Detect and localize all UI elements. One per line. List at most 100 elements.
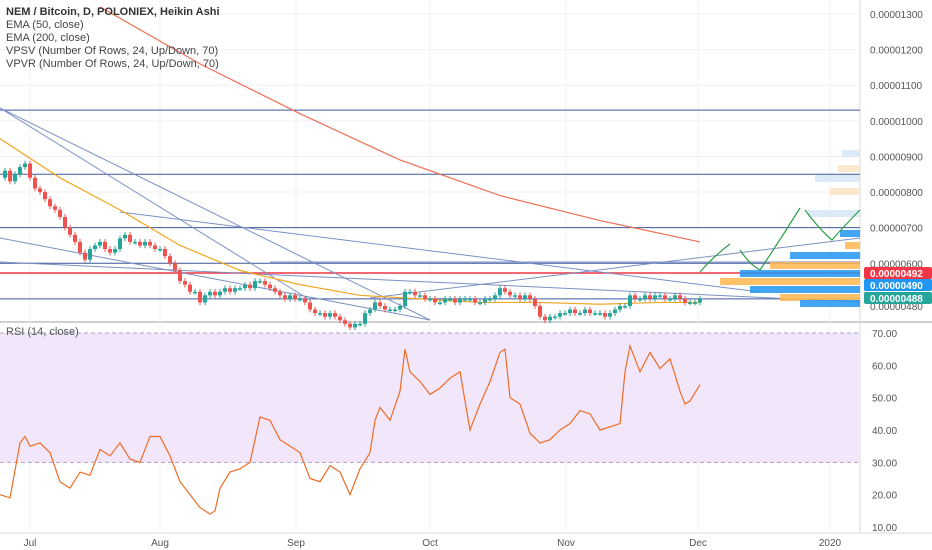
candle-body: [208, 291, 212, 296]
candle-body: [213, 291, 217, 296]
candle-body: [633, 295, 637, 299]
price-tick-label: 0.00000600: [870, 259, 923, 270]
candle-body: [43, 192, 47, 200]
candle-body: [143, 241, 147, 246]
time-tick-label: Nov: [557, 538, 575, 549]
rsi-tick-label: 70.00: [872, 329, 897, 340]
candle-body: [433, 298, 437, 303]
candle-body: [138, 241, 142, 246]
candle-body: [368, 309, 372, 314]
candle-body: [473, 298, 477, 303]
candle-body: [308, 302, 312, 310]
candle-body: [508, 291, 512, 296]
trend-lines: [0, 107, 861, 321]
candle-body: [63, 216, 67, 228]
candle-body: [48, 199, 52, 207]
arrow-swing: [739, 207, 801, 271]
candle-body: [688, 302, 692, 304]
candle-body: [653, 295, 657, 299]
candle-body: [103, 241, 107, 250]
candle-body: [23, 163, 27, 168]
trend-line: [119, 211, 761, 293]
candle-body: [658, 295, 662, 297]
candle-body: [388, 309, 392, 312]
price-tag-label: 0.00000490: [870, 281, 923, 292]
candle-body: [613, 309, 617, 314]
volume-bar: [838, 165, 860, 172]
candle-body: [383, 306, 387, 310]
candle-body: [193, 291, 197, 294]
volume-bar: [740, 270, 860, 277]
candle-body: [513, 295, 517, 297]
candle-body: [668, 298, 672, 301]
rsi-series: [0, 343, 701, 515]
candle-body: [423, 295, 427, 299]
candle-body: [283, 295, 287, 299]
candle-body: [198, 291, 202, 303]
time-tick-label: 2020: [819, 538, 842, 549]
candle-body: [503, 288, 507, 292]
volume-bar: [808, 210, 860, 217]
candle-body: [403, 291, 407, 306]
indicator-vpsv: VPSV (Number Of Rows, 24, Up/Down, 70): [6, 45, 219, 57]
candle-body: [153, 245, 157, 250]
candle-body: [493, 295, 497, 299]
candle-body: [68, 227, 72, 235]
candle-body: [373, 302, 377, 310]
time-tick-label: Oct: [422, 538, 438, 549]
candle-body: [593, 313, 597, 315]
candle-body: [563, 313, 567, 315]
candle-body: [518, 295, 522, 299]
candle-body: [598, 313, 602, 315]
candle-body: [88, 249, 92, 260]
candle-body: [228, 288, 232, 292]
candle-body: [203, 295, 207, 303]
candle-body: [353, 323, 357, 328]
candle-body: [333, 313, 337, 317]
candle-body: [588, 309, 592, 314]
candle-body: [178, 270, 182, 282]
candle-body: [133, 241, 137, 244]
candle-body: [498, 288, 502, 296]
candle-body: [243, 284, 247, 289]
candle-body: [268, 284, 272, 289]
candle-body: [418, 295, 422, 297]
candle-body: [643, 295, 647, 299]
candle-body: [158, 249, 162, 251]
rsi-band: [0, 332, 860, 463]
candle-body: [398, 306, 402, 310]
legend: NEM / Bitcoin, D, POLONIEX, Heikin Ashi …: [6, 6, 220, 71]
candle-body: [413, 291, 417, 296]
price-tick-label: 0.00000700: [870, 224, 923, 235]
candle-body: [448, 298, 452, 301]
indicator-ema200: EMA (200, close): [6, 32, 90, 44]
candle-body: [288, 295, 292, 299]
candle-body: [343, 320, 347, 324]
candle-body: [533, 298, 537, 306]
rsi-axis: 70.00 60.00 50.00 40.00 30.00 20.00 10.00: [872, 329, 897, 534]
volume-bar: [780, 294, 860, 301]
volume-bar: [815, 175, 860, 182]
candle-body: [693, 302, 697, 304]
candle-body: [683, 298, 687, 303]
candle-body: [678, 295, 682, 299]
candle-body: [363, 313, 367, 324]
candle-body: [98, 241, 102, 246]
candle-body: [538, 306, 542, 317]
candle-body: [618, 306, 622, 310]
candle-body: [248, 284, 252, 289]
candle-body: [18, 167, 22, 175]
candle-body: [628, 295, 632, 306]
candle-body: [238, 288, 242, 290]
candles: [3, 160, 702, 331]
candle-body: [468, 298, 472, 301]
volume-bar: [800, 300, 860, 307]
candle-body: [648, 295, 652, 299]
candle-body: [263, 281, 267, 285]
candle-body: [73, 234, 77, 242]
rsi-tick-label: 30.00: [872, 458, 897, 469]
candle-body: [548, 316, 552, 321]
candle-body: [258, 281, 262, 283]
trend-line: [0, 107, 431, 321]
